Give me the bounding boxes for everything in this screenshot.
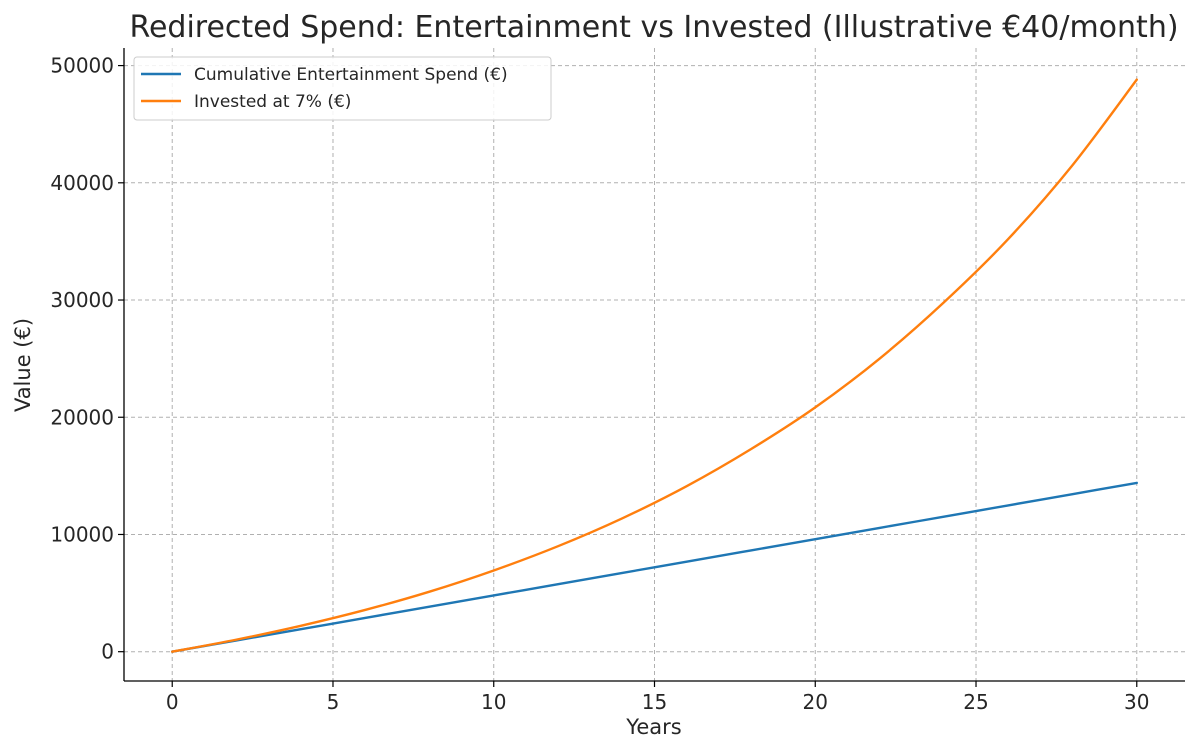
legend-label-entertainment: Cumulative Entertainment Spend (€) [194, 65, 508, 85]
y-axis-label: Value (€) [11, 318, 35, 412]
y-tick-label: 10000 [50, 522, 114, 546]
ticks: 0 5 10 15 20 25 30 0 10000 20000 30000 40000 50000 [50, 54, 1149, 714]
chart-title: Redirected Spend: Entertainment vs Inves… [129, 10, 1178, 45]
y-tick-label: 20000 [50, 405, 114, 429]
series-line-entertainment [171, 481, 1138, 653]
legend: Cumulative Entertainment Spend (€) Inves… [133, 56, 552, 121]
y-tick-label: 0 [101, 640, 114, 664]
x-tick-label: 30 [1124, 690, 1149, 714]
grid [124, 48, 1185, 681]
y-tick-label: 30000 [50, 288, 114, 312]
x-axis-label: Years [625, 715, 681, 739]
x-tick-label: 25 [963, 690, 988, 714]
legend-frame [133, 56, 552, 121]
x-tick-label: 0 [166, 690, 179, 714]
y-tick-label: 50000 [50, 54, 114, 78]
series-layer [171, 78, 1138, 653]
y-tick-label: 40000 [50, 171, 114, 195]
series-line-invested [171, 78, 1138, 653]
x-tick-label: 15 [642, 690, 667, 714]
legend-label-invested: Invested at 7% (€) [194, 92, 351, 112]
x-tick-label: 10 [481, 690, 506, 714]
x-tick-label: 5 [327, 690, 340, 714]
x-tick-label: 20 [803, 690, 828, 714]
